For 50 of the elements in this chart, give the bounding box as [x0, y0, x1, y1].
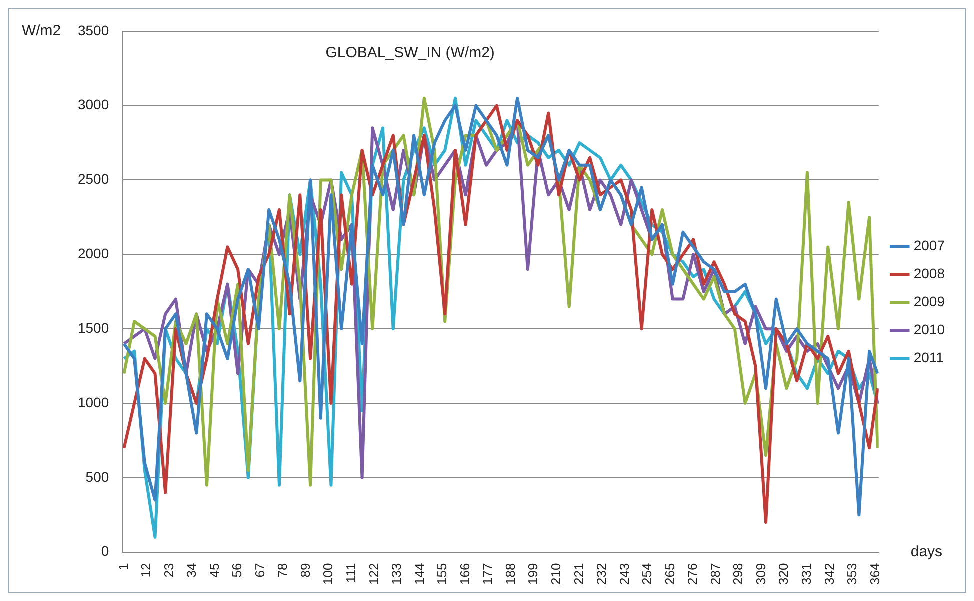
x-tick-label: 1: [116, 563, 131, 571]
x-tick-label: 56: [230, 563, 245, 578]
x-tick-label: 89: [298, 563, 313, 578]
x-axis-title: days: [910, 543, 943, 560]
x-tick-label: 353: [844, 563, 860, 586]
x-tick-label: 100: [320, 563, 336, 586]
y-tick-label: 2500: [78, 171, 110, 188]
x-tick-label: 34: [184, 563, 200, 578]
x-tick-label: 265: [662, 563, 678, 586]
x-tick-label: 122: [366, 563, 382, 586]
y-tick-label: 3000: [78, 96, 110, 113]
x-tick-label: 111: [344, 563, 359, 584]
x-tick-label: 276: [685, 563, 700, 586]
x-tick-label: 298: [730, 563, 746, 586]
x-tick-label: 254: [640, 563, 655, 586]
y-tick-label: 500: [86, 468, 110, 485]
x-tick-label: 309: [753, 563, 768, 586]
x-tick-label: 210: [548, 563, 564, 586]
x-tick-label: 188: [502, 563, 518, 586]
x-tick-label: 67: [252, 563, 268, 578]
x-tick-label: 221: [571, 563, 586, 586]
x-tick-label: 12: [138, 563, 154, 578]
x-tick-label: 133: [389, 563, 404, 586]
x-tick-label: 320: [776, 563, 792, 586]
y-tick-label: 1000: [78, 394, 110, 410]
x-tick-label: 287: [708, 563, 723, 586]
legend-label: 2010: [914, 321, 946, 338]
x-tick-label: 331: [799, 563, 814, 586]
x-tick-label: 166: [457, 563, 472, 586]
y-tick-label: 0: [101, 543, 110, 560]
x-tick-label: 45: [206, 563, 222, 578]
y-tick-label: 2000: [78, 246, 110, 262]
x-tick-label: 342: [822, 563, 837, 586]
legend-label: 2009: [914, 293, 946, 310]
legend-label: 2011: [914, 349, 944, 366]
x-tick-label: 177: [480, 563, 496, 586]
y-tick-label: 1500: [78, 320, 110, 336]
x-tick-label: 243: [616, 563, 632, 586]
legend-label: 2007: [914, 237, 946, 254]
text: GLOBAL_SW_IN (W/m2): [326, 44, 495, 62]
y-tick-label: 3500: [78, 22, 110, 38]
x-tick-label: 144: [412, 563, 427, 586]
x-tick-label: 78: [275, 563, 290, 578]
x-tick-label: 364: [867, 563, 882, 586]
x-tick-label: 199: [526, 563, 541, 586]
x-tick-label: 23: [161, 563, 176, 578]
y-axis-title: W/m2: [22, 22, 62, 40]
legend-label: 2008: [914, 265, 946, 282]
x-tick-label: 232: [594, 563, 610, 586]
x-tick-label: 155: [434, 563, 450, 586]
